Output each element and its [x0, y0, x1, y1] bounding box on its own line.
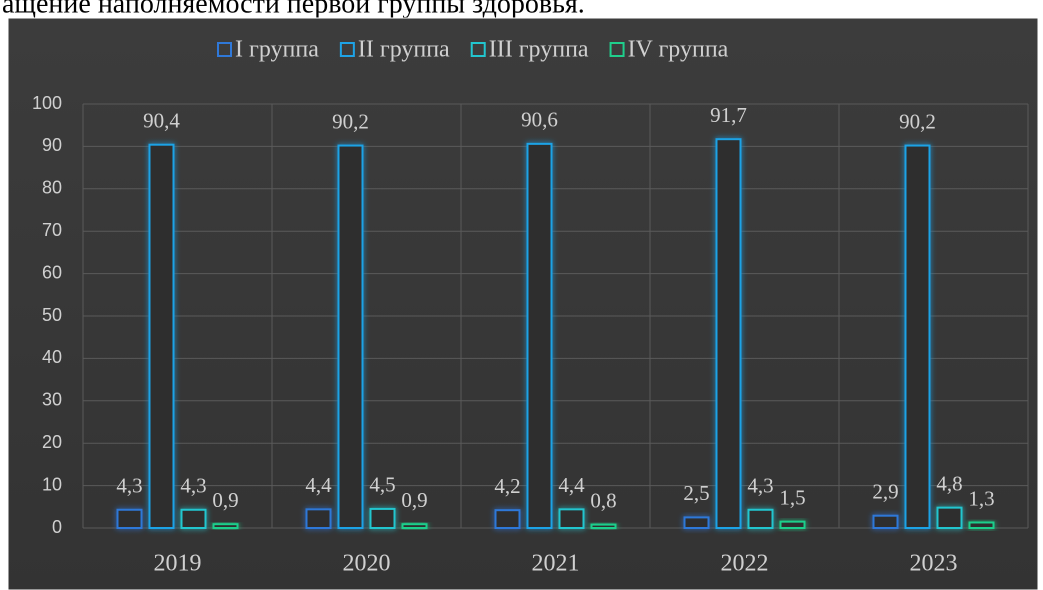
data-label: 0,9 — [212, 488, 238, 512]
bar — [715, 138, 742, 530]
legend-label: IV группа — [628, 37, 729, 63]
legend-swatch — [217, 42, 232, 57]
data-label: 1,3 — [968, 486, 994, 510]
y-tick-label: 90 — [42, 135, 62, 155]
y-tick-label: 80 — [42, 178, 62, 198]
bar — [305, 508, 332, 529]
data-label: 4,3 — [116, 474, 142, 498]
y-tick-label: 70 — [42, 220, 62, 240]
data-label: 90,4 — [143, 109, 180, 133]
y-tick-label: 0 — [52, 517, 62, 537]
x-tick-label: 2023 — [910, 551, 958, 577]
bar — [180, 508, 207, 530]
data-label: 91,7 — [710, 103, 747, 127]
data-label: 0,8 — [590, 488, 616, 512]
y-tick-label: 20 — [42, 432, 62, 452]
bar — [558, 508, 585, 529]
legend-swatch — [609, 42, 625, 57]
x-tick-label: 2022 — [721, 551, 769, 577]
bar — [212, 523, 239, 530]
x-tick-label: 2021 — [532, 551, 580, 577]
bar — [936, 506, 963, 530]
data-label: 4,3 — [747, 474, 773, 498]
y-tick-label: 60 — [42, 262, 62, 282]
bar — [148, 143, 175, 529]
bar — [779, 520, 806, 530]
bar — [872, 514, 899, 529]
bar — [904, 144, 931, 529]
legend-swatch — [470, 42, 486, 57]
bar — [747, 508, 774, 530]
y-tick-label: 30 — [42, 390, 62, 410]
bar — [369, 507, 396, 530]
data-label: 2,5 — [683, 481, 709, 505]
data-label: 0,9 — [401, 488, 427, 512]
data-label: 4,5 — [369, 473, 395, 497]
y-tick-label: 10 — [42, 474, 62, 494]
data-label: 4,4 — [305, 473, 332, 497]
caption: ащение наполняемости первой группы здоро… — [2, 0, 585, 19]
data-label: 4,2 — [494, 474, 520, 498]
x-tick-label: 2020 — [343, 551, 391, 577]
bar — [683, 516, 710, 530]
legend-label: II группа — [358, 37, 450, 63]
data-label: 2,9 — [872, 480, 898, 504]
bar — [526, 142, 553, 530]
bar — [116, 508, 143, 530]
bar — [494, 509, 521, 529]
data-label: 1,5 — [779, 485, 805, 509]
legend-label: I группа — [235, 37, 319, 63]
bar — [968, 521, 995, 529]
y-tick-label: 100 — [32, 93, 62, 113]
legend-label: III группа — [489, 37, 589, 63]
bar — [401, 523, 428, 530]
data-label: 90,2 — [899, 109, 936, 133]
data-label: 4,3 — [180, 474, 206, 498]
chart-area — [7, 17, 1039, 590]
x-tick-label: 2019 — [154, 551, 202, 577]
data-label: 90,6 — [521, 108, 558, 132]
data-label: 4,4 — [558, 473, 585, 497]
data-label: 90,2 — [332, 109, 369, 133]
legend-swatch — [339, 42, 355, 57]
bar — [337, 144, 364, 529]
bar — [590, 523, 617, 529]
y-tick-label: 50 — [42, 305, 62, 325]
y-tick-label: 40 — [42, 347, 62, 367]
data-label: 4,8 — [936, 471, 962, 495]
